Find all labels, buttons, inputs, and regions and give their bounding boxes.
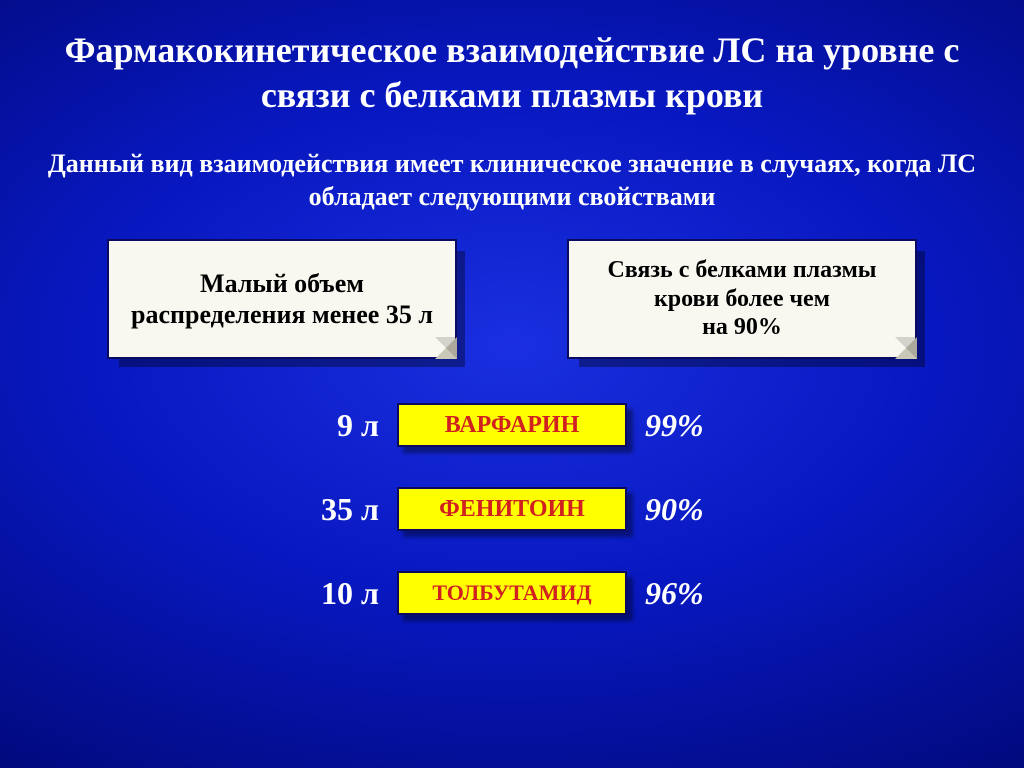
- drug-name-pill: ВАРФАРИН: [397, 403, 627, 447]
- drug-volume-value: 9 л: [147, 407, 397, 444]
- criteria-card-binding: Связь с белками плазмы крови более чем н…: [567, 239, 917, 359]
- criteria-card-volume: Малый объем распределения менее 35 л: [107, 239, 457, 359]
- drug-name-pill: ФЕНИТОИН: [397, 487, 627, 531]
- drug-row: 9 л ВАРФАРИН 99%: [0, 403, 1024, 447]
- criteria-card-volume-text: Малый объем распределения менее 35 л: [109, 268, 455, 330]
- drug-binding-value: 99%: [627, 407, 877, 444]
- slide-title: Фармакокинетическое взаимодействие ЛС на…: [0, 0, 1024, 118]
- drug-volume-value: 35 л: [147, 491, 397, 528]
- drug-table: 9 л ВАРФАРИН 99% 35 л ФЕНИТОИН 90% 10 л …: [0, 403, 1024, 615]
- drug-volume-value: 10 л: [147, 575, 397, 612]
- criteria-card-binding-text: Связь с белками плазмы крови более чем н…: [569, 256, 915, 342]
- drug-binding-value: 90%: [627, 491, 877, 528]
- card-fold-icon: [435, 337, 457, 359]
- drug-row: 10 л ТОЛБУТАМИД 96%: [0, 571, 1024, 615]
- drug-row: 35 л ФЕНИТОИН 90%: [0, 487, 1024, 531]
- slide-subtitle: Данный вид взаимодействия имеет клиничес…: [0, 118, 1024, 213]
- drug-binding-value: 96%: [627, 575, 877, 612]
- card-fold-icon: [895, 337, 917, 359]
- criteria-cards-row: Малый объем распределения менее 35 л Свя…: [0, 239, 1024, 359]
- drug-name-pill: ТОЛБУТАМИД: [397, 571, 627, 615]
